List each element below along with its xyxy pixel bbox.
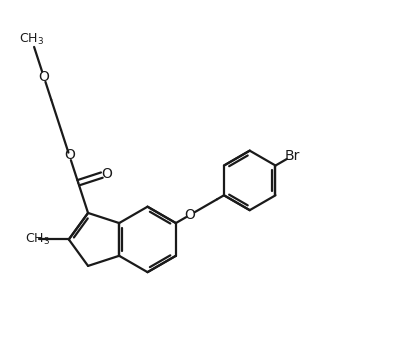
Text: CH$_3$: CH$_3$ bbox=[19, 32, 44, 47]
Text: O: O bbox=[101, 167, 112, 181]
Text: O: O bbox=[184, 208, 195, 222]
Text: O: O bbox=[39, 70, 49, 84]
Text: Br: Br bbox=[285, 149, 300, 163]
Text: CH$_3$: CH$_3$ bbox=[24, 232, 50, 247]
Text: O: O bbox=[64, 148, 75, 163]
